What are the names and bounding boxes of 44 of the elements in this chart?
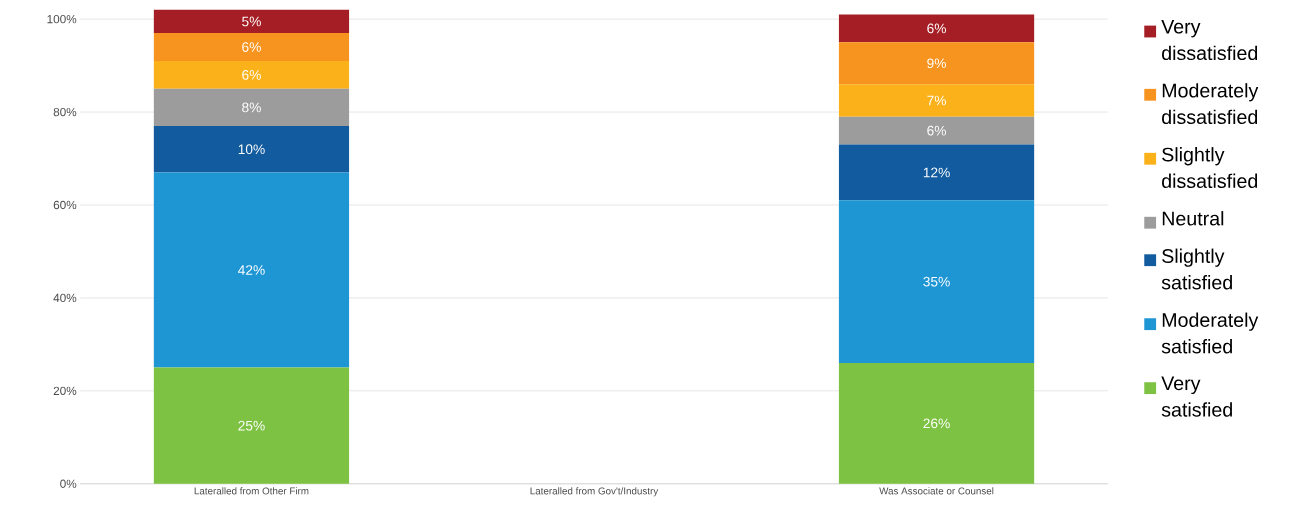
bar [838,362,1035,484]
y-tick-label: 80% [53,107,77,117]
bar [838,14,1035,43]
data-label: 10% [238,144,265,154]
y-tick-label: 20% [53,386,77,395]
data-label: 6% [242,69,261,80]
legend-label: Moderately dissatisfied [1162,82,1259,124]
legend-label: Moderately satisfied [1161,312,1259,354]
bar [838,42,1035,85]
bar [153,32,350,61]
bar [153,125,350,173]
bar [838,116,1035,145]
y-tick-label: 0% [60,479,77,488]
data-label: 42% [238,265,265,275]
legend-label: Neutral [1162,210,1224,226]
x-tick-label: Lateralled from Gov't/Industry [530,487,659,497]
bar [153,60,350,89]
data-label: 25% [238,420,265,431]
data-label: 35% [923,276,950,287]
data-label: 6% [927,125,946,136]
data-label: 12% [923,167,950,178]
bar [153,172,350,368]
x-tick-label: Was Associate or Counsel [879,487,994,495]
legend-label: Slightly dissatisfied [1162,146,1258,188]
data-label: 5% [242,16,261,27]
bar [153,367,350,484]
data-label: 6% [242,41,261,52]
data-label: 6% [927,23,946,34]
legend-label: Slightly satisfied [1161,248,1232,290]
data-label: 8% [242,102,261,113]
y-tick-label: 60% [53,200,77,209]
bar [153,9,350,33]
data-label: 9% [927,58,946,68]
legend-label: Very satisfied [1161,376,1232,417]
bar [838,200,1035,363]
bar [153,88,350,126]
y-tick-label: 40% [53,293,77,302]
data-label: 26% [923,418,950,429]
bar [838,144,1035,201]
data-label: 7% [927,95,946,106]
x-tick-label: Lateralled from Other Firm [194,487,309,495]
bar [838,84,1035,117]
y-tick-label: 100% [47,14,77,24]
legend-label: Very dissatisfied [1161,19,1258,60]
